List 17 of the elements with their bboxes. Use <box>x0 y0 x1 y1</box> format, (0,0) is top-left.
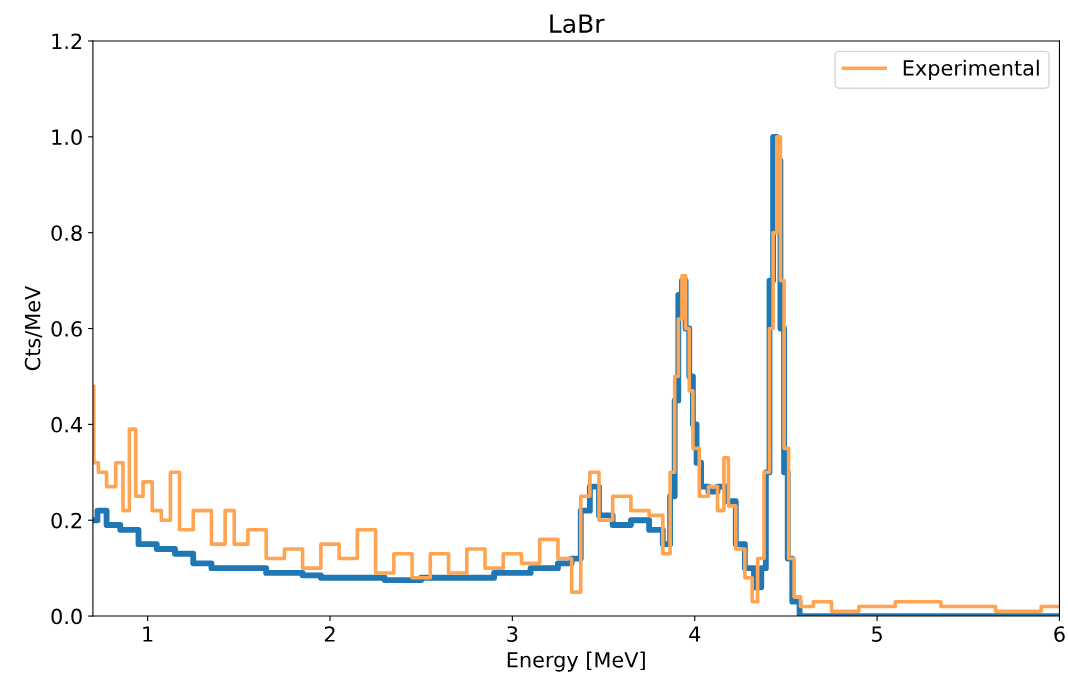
x-tick-label: 3 <box>507 626 518 642</box>
y-tick-label: 0.2 <box>51 512 82 529</box>
y-axis-title: Cts/MeV <box>24 285 43 371</box>
y-tick-label: 0.8 <box>51 225 82 241</box>
x-tick-label: 5 <box>872 626 882 642</box>
x-tick-label: 1 <box>143 626 153 642</box>
x-tick-label: 2 <box>324 626 335 642</box>
x-axis-title: Energy [MeV] <box>507 651 645 672</box>
legend-label: Experimental <box>903 59 1039 80</box>
y-tick-label: 0.6 <box>51 320 82 337</box>
y-tick-label: 1.2 <box>52 33 82 49</box>
y-tick-label: 1.0 <box>52 129 82 146</box>
chart-title: LaBr <box>550 14 605 33</box>
y-tick-label: 0.0 <box>51 608 82 625</box>
x-tick-label: 6 <box>1054 626 1065 642</box>
y-tick-label: 0.4 <box>51 416 83 433</box>
x-tick-label: 4 <box>689 626 701 642</box>
